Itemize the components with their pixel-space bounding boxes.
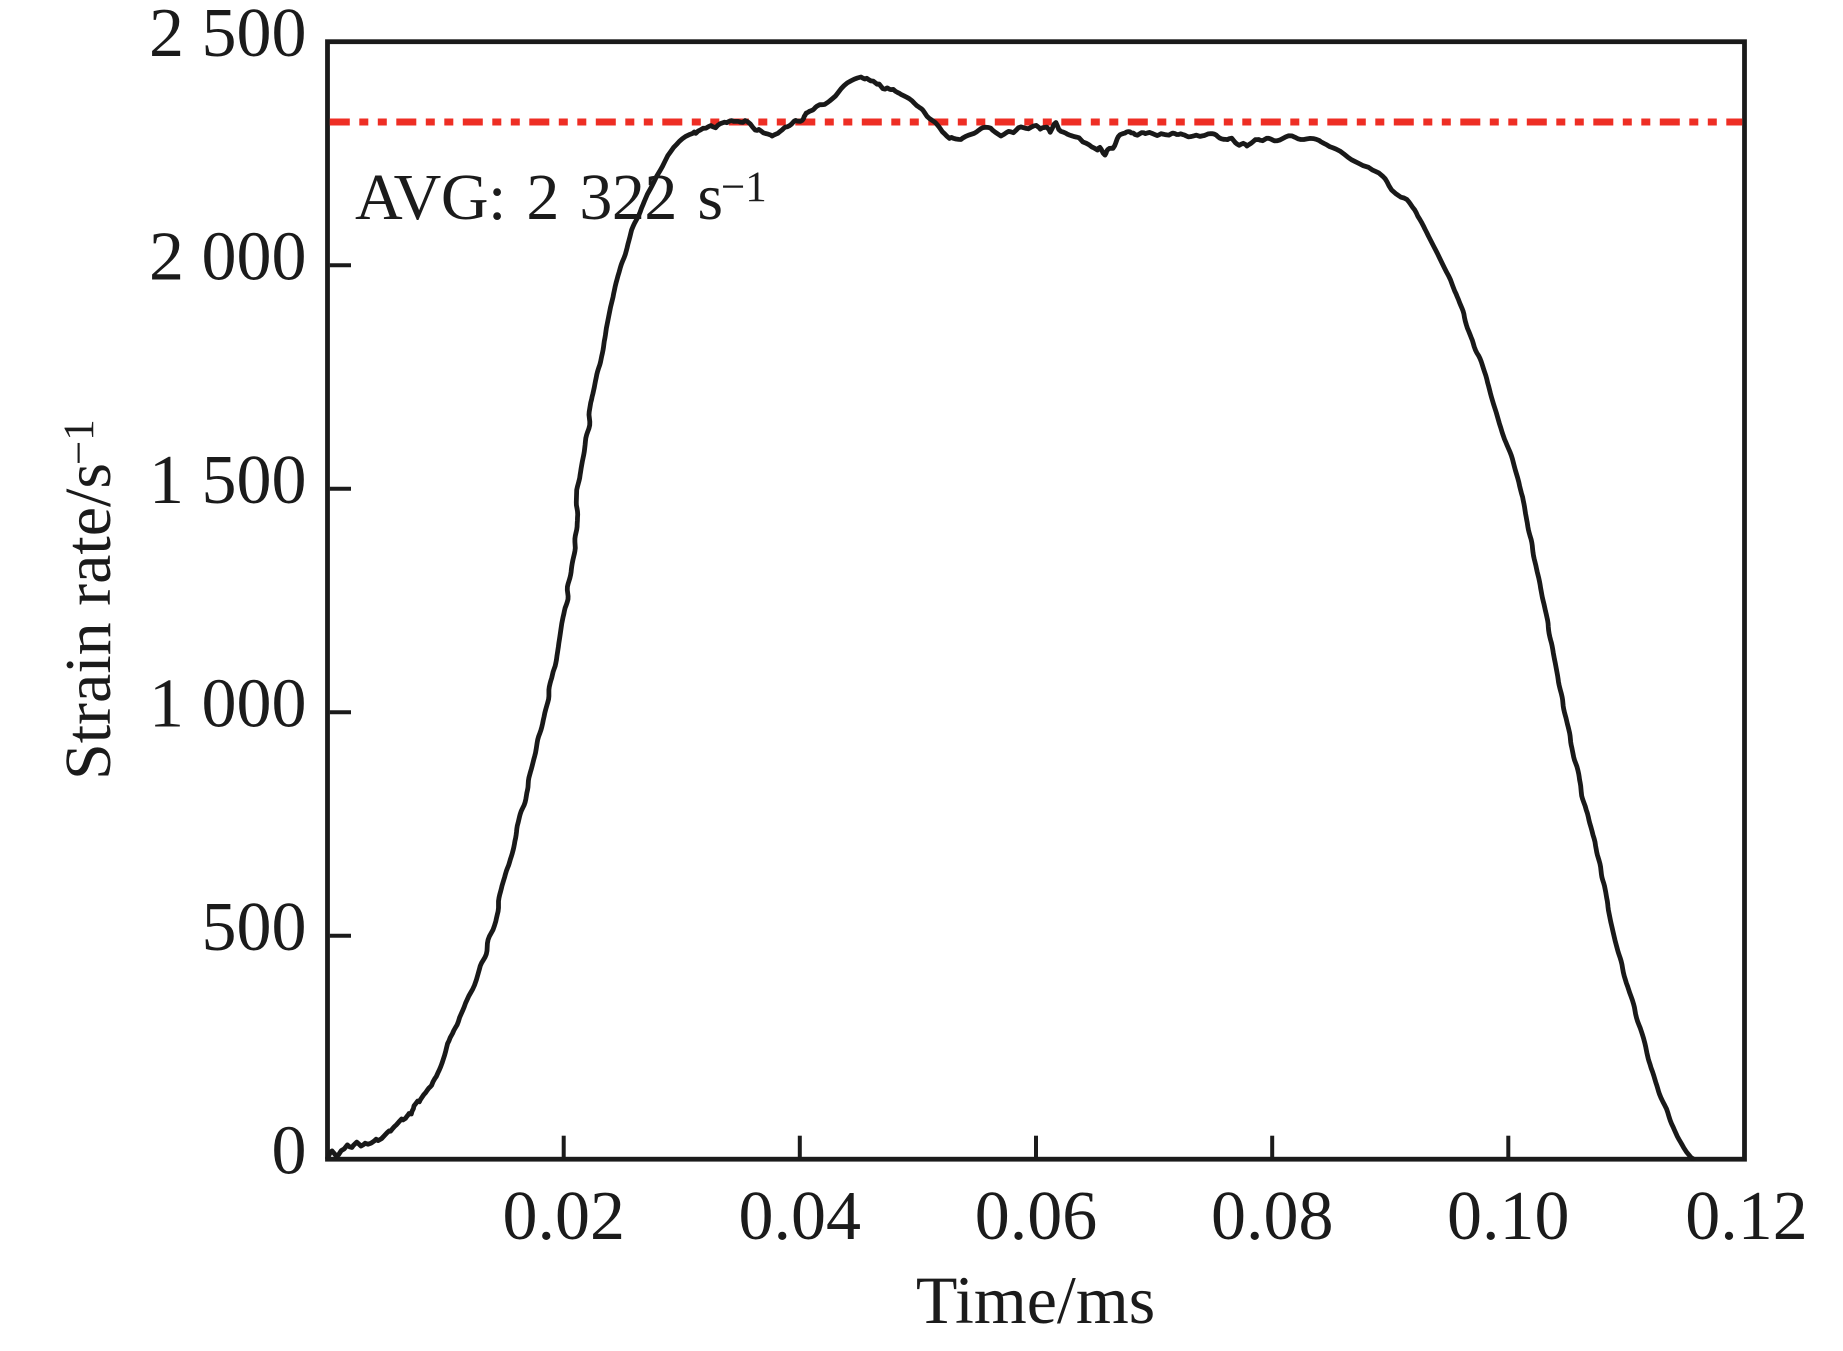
svg-text:0: 0 bbox=[272, 1113, 307, 1190]
svg-text:2 500: 2 500 bbox=[149, 0, 307, 72]
svg-text:2 000: 2 000 bbox=[149, 219, 307, 296]
svg-text:500: 500 bbox=[202, 889, 307, 966]
svg-text:0.10: 0.10 bbox=[1447, 1178, 1570, 1255]
svg-text:1 500: 1 500 bbox=[149, 442, 307, 519]
svg-text:Strain rate/s: Strain rate/s bbox=[52, 463, 125, 780]
svg-text:−1: −1 bbox=[56, 419, 103, 465]
svg-text:0.06: 0.06 bbox=[975, 1178, 1098, 1255]
svg-text:Time/ms: Time/ms bbox=[916, 1262, 1155, 1338]
svg-text:0.12: 0.12 bbox=[1685, 1178, 1808, 1255]
svg-text:AVG: 2 322 s: AVG: 2 322 s bbox=[355, 161, 723, 234]
svg-text:0.08: 0.08 bbox=[1211, 1178, 1334, 1255]
svg-text:1 000: 1 000 bbox=[149, 666, 307, 743]
svg-text:−1: −1 bbox=[721, 164, 767, 211]
svg-text:0.02: 0.02 bbox=[502, 1178, 625, 1255]
svg-text:0.04: 0.04 bbox=[739, 1178, 862, 1255]
